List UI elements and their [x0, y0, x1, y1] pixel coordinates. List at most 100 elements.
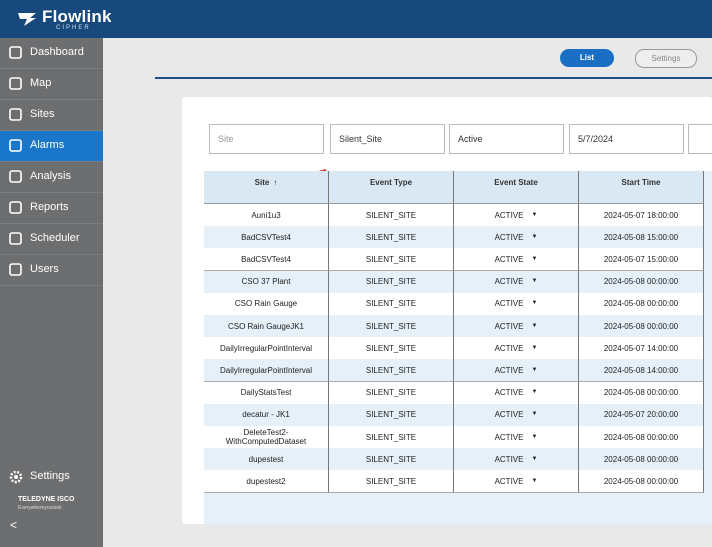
column-header[interactable]: Site ↑	[204, 171, 329, 204]
table-cell[interactable]: ACTIVE ▼	[454, 448, 579, 472]
nav-item[interactable]: Sites	[0, 100, 103, 131]
table-cell: dupestest	[204, 448, 329, 472]
table-cell: BadCSVTest4	[204, 226, 329, 250]
cell-text: 2024-05-07 20:00:00	[603, 410, 679, 420]
dropdown-caret[interactable]: ▼	[531, 455, 538, 462]
company-logo: TELEDYNE ISCO	[18, 496, 75, 503]
column-title: Event State	[494, 178, 538, 187]
brand-icon	[18, 13, 36, 26]
dropdown-caret[interactable]: ▼	[531, 344, 538, 351]
dropdown-caret[interactable]: ▼	[531, 211, 538, 218]
cell-text: ACTIVE	[494, 232, 524, 242]
dropdown-caret[interactable]: ▼	[531, 389, 538, 396]
dropdown-caret[interactable]: ▼	[531, 411, 538, 418]
nav-label: Reports	[30, 201, 69, 213]
filter-value: Site	[218, 134, 234, 144]
column-title: Event Type	[369, 178, 413, 187]
cell-text: BadCSVTest4	[241, 254, 291, 264]
sidebar: Dashboard Map Sites Alarms Analysis Reports Sc…	[0, 38, 103, 547]
nav-label: Dashboard	[30, 46, 84, 58]
table-cell[interactable]: ACTIVE ▼	[454, 248, 579, 272]
dropdown-caret[interactable]: ▼	[531, 433, 538, 440]
table-cell: 2024-05-08 00:00:00	[579, 448, 704, 472]
nav-item[interactable]: Analysis	[0, 162, 103, 193]
collapse-button[interactable]: <	[10, 518, 18, 532]
table-cell: SILENT_SITE	[329, 292, 454, 316]
nav-icon	[9, 201, 22, 214]
cell-text: dupestest	[248, 454, 284, 464]
cell-text: 2024-05-08 00:00:00	[603, 299, 679, 309]
cell-text: SILENT_SITE	[365, 232, 417, 242]
dropdown-caret[interactable]: ▼	[531, 477, 538, 484]
table-cell[interactable]: ACTIVE ▼	[454, 337, 579, 361]
settings-button[interactable]: Settings	[635, 49, 697, 68]
dropdown-caret[interactable]: ▼	[531, 255, 538, 262]
cell-text: 2024-05-08 00:00:00	[603, 388, 679, 398]
column-header: Event State	[454, 171, 579, 204]
dropdown-caret[interactable]: ▼	[531, 233, 538, 240]
cell-text: CSO 37 Plant	[241, 277, 291, 287]
cell-text: dupestest2	[246, 476, 286, 486]
filter-input[interactable]: Site	[209, 124, 324, 154]
nav-icon	[9, 108, 22, 121]
table-cell: DeleteTest2-WithComputedDataset	[204, 426, 329, 449]
filter-input[interactable]: Active	[449, 124, 564, 154]
dropdown-caret[interactable]: ▼	[531, 366, 538, 373]
cell-text: 2024-05-08 00:00:00	[603, 277, 679, 287]
settings-link[interactable]: Settings	[30, 470, 70, 482]
table-cell[interactable]: ACTIVE ▼	[454, 470, 579, 494]
table-cell: SILENT_SITE	[329, 359, 454, 383]
cell-text: 2024-05-08 14:00:00	[603, 365, 679, 375]
column-header: Event Type	[329, 171, 454, 204]
dropdown-caret[interactable]: ▼	[531, 300, 538, 307]
cell-text: SILENT_SITE	[365, 210, 417, 220]
table-cell[interactable]: ACTIVE ▼	[454, 315, 579, 338]
nav-icon	[9, 263, 22, 276]
table-cell[interactable]: ACTIVE ▼	[454, 292, 579, 316]
cell-text: SILENT_SITE	[365, 277, 417, 287]
table-cell[interactable]: ACTIVE ▼	[454, 381, 579, 405]
table-cell: CSO Rain Gauge	[204, 292, 329, 316]
dropdown-caret[interactable]: ▼	[531, 322, 538, 329]
table-cell: SILENT_SITE	[329, 448, 454, 472]
cell-text: CSO Rain Gauge	[234, 299, 298, 309]
nav-item[interactable]: Reports	[0, 193, 103, 224]
table-cell[interactable]: ACTIVE ▼	[454, 204, 579, 227]
cell-text: 2024-05-08 00:00:00	[603, 476, 679, 486]
cell-text: ACTIVE	[494, 365, 524, 375]
filter-input[interactable]: 5/7/2024	[569, 124, 684, 154]
table-cell[interactable]: ACTIVE ▼	[454, 403, 579, 427]
cell-text: SILENT_SITE	[365, 388, 417, 398]
cell-text: ACTIVE	[494, 277, 524, 287]
table-cell: CSO Rain GaugeJK1	[204, 315, 329, 338]
table-cell[interactable]: ACTIVE ▼	[454, 270, 579, 294]
dropdown-caret[interactable]: ▼	[531, 278, 538, 285]
divider	[155, 77, 712, 79]
table-cell: SILENT_SITE	[329, 426, 454, 449]
nav-icon	[9, 232, 22, 245]
table-cell: 2024-05-08 00:00:00	[579, 426, 704, 449]
filter-input[interactable]: Silent_Site	[330, 124, 445, 154]
nav-item[interactable]: Users	[0, 255, 103, 286]
cell-text: SILENT_SITE	[365, 410, 417, 420]
filter-value: Active	[458, 134, 483, 144]
nav-item[interactable]: Map	[0, 69, 103, 100]
nav-icon	[9, 77, 22, 90]
filter-input[interactable]	[688, 124, 712, 154]
nav-item[interactable]: Alarms	[0, 131, 103, 162]
settings-icon	[9, 470, 23, 484]
nav-icon	[9, 139, 22, 152]
cell-text: 2024-05-08 15:00:00	[603, 232, 679, 242]
list-button[interactable]: List	[560, 49, 614, 67]
nav-label: Users	[30, 263, 59, 275]
cell-text: ACTIVE	[494, 388, 524, 398]
nav-item[interactable]: Scheduler	[0, 224, 103, 255]
nav-item[interactable]: Dashboard	[0, 38, 103, 69]
table-cell[interactable]: ACTIVE ▼	[454, 359, 579, 383]
table-cell[interactable]: ACTIVE ▼	[454, 426, 579, 449]
cell-text: DailyIrregularPointInterval	[219, 365, 313, 375]
table-cell[interactable]: ACTIVE ▼	[454, 226, 579, 250]
cell-text: DeleteTest2-WithComputedDataset	[225, 428, 307, 446]
cell-text: SILENT_SITE	[365, 299, 417, 309]
